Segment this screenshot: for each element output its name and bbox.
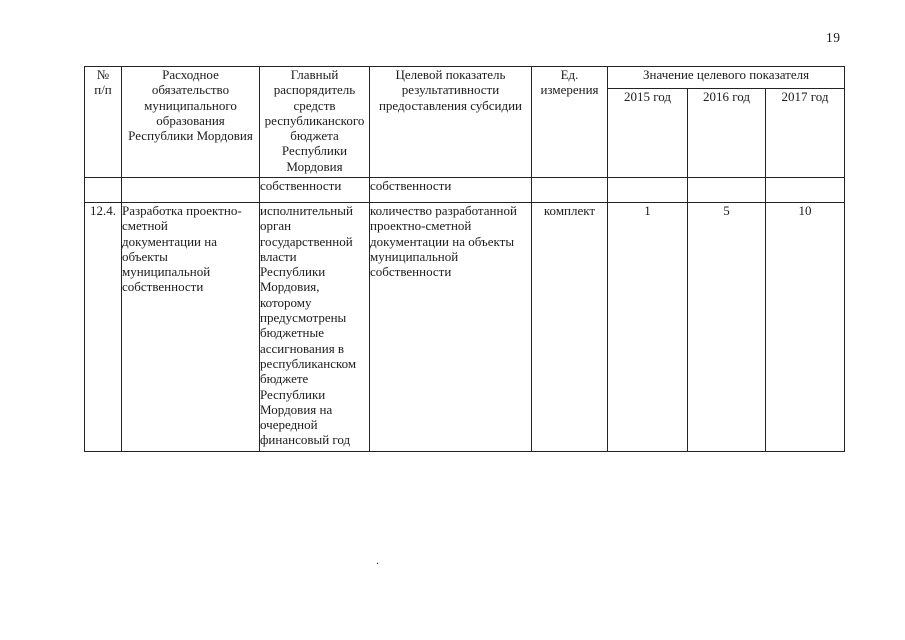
header-chief-administrator: Главный распорядитель средств республика… (259, 66, 370, 178)
cell-value-2016 (687, 177, 766, 203)
table-row-12-4: 12.4. Разработка проектно- сметной докум… (84, 202, 846, 452)
cell-num: 12.4. (84, 202, 122, 452)
cell-value-2017 (764, 177, 846, 203)
header-year-2015: 2015 год (607, 88, 688, 178)
cell-indicator: собственности (369, 177, 532, 203)
table-header-row-2: 2015 год 2016 год 2017 год (85, 88, 846, 178)
header-expense-obligation: Расходное обязательство муниципального о… (121, 66, 260, 178)
cell-expense (121, 177, 260, 203)
subsidy-indicators-table-wrap: № п/п Расходное обязательство муниципаль… (84, 66, 846, 452)
page-number: 19 (826, 30, 841, 45)
cell-value-2015 (607, 177, 688, 203)
table-row-continuation: собственности собственности (84, 177, 846, 203)
cell-num (84, 177, 122, 203)
header-year-2017: 2017 год (764, 88, 846, 178)
subsidy-indicators-table: № п/п Расходное обязательство муниципаль… (84, 66, 846, 452)
cell-unit: комплект (531, 202, 608, 452)
cell-value-2015: 1 (607, 202, 688, 452)
cell-value-2016: 5 (687, 202, 766, 452)
stray-scan-mark: . (376, 553, 379, 567)
header-year-2016: 2016 год (687, 88, 766, 178)
header-unit: Ед. измерения (531, 66, 608, 178)
header-indicator-values-group: Значение целевого показателя (606, 66, 846, 89)
cell-unit (531, 177, 608, 203)
table-header-row-1: № п/п Расходное обязательство муниципаль… (84, 66, 846, 178)
cell-indicator: количество разработанной проектно-сметно… (369, 202, 532, 452)
header-target-indicator: Целевой показатель результативности пред… (369, 66, 532, 178)
cell-expense: Разработка проектно- сметной документаци… (121, 202, 260, 452)
header-num: № п/п (84, 66, 122, 178)
cell-administrator: собственности (259, 177, 370, 203)
cell-value-2017: 10 (764, 202, 846, 452)
cell-administrator: исполнительный орган государственной вла… (259, 202, 370, 452)
